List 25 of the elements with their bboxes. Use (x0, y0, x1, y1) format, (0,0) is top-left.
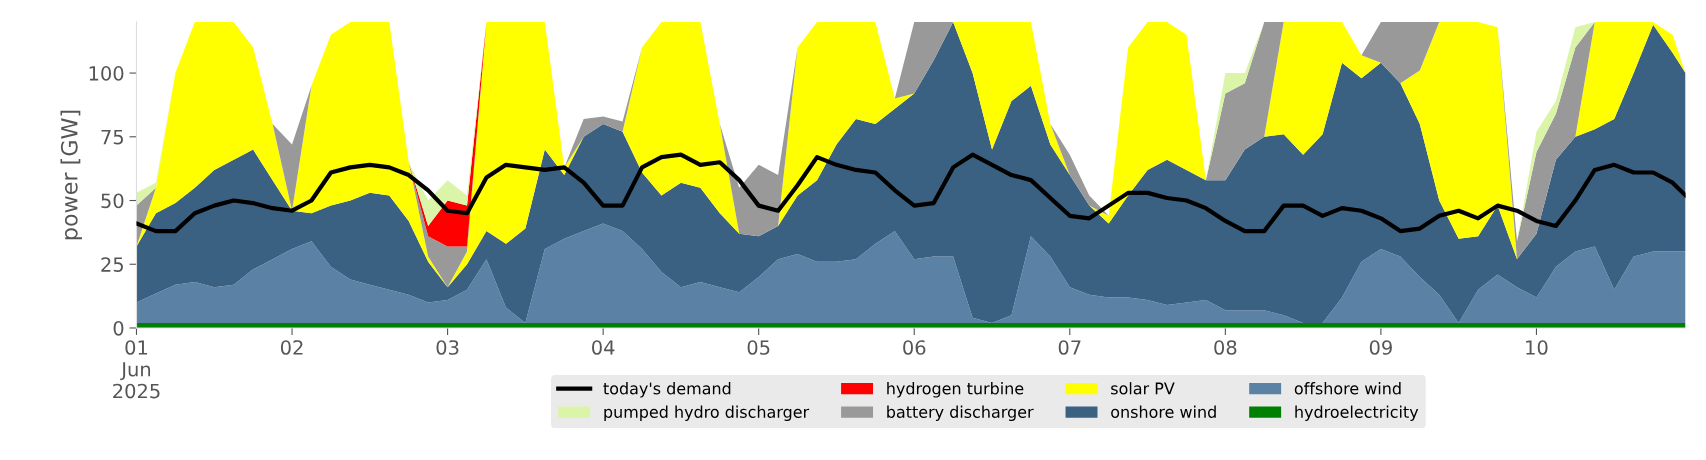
y-tick-label: 0 (113, 320, 124, 336)
legend-label: pumped hydro discharger (604, 405, 810, 422)
x-tick-label: 03 (436, 340, 459, 355)
x-tick-label: 07 (1058, 340, 1081, 355)
x-tick-label: 05 (747, 340, 770, 355)
legend-label: offshore wind (1294, 382, 1401, 395)
legend-label: solar PV (1111, 382, 1175, 395)
x-tick-label: 02 (280, 340, 303, 355)
legend-label: battery discharger (887, 405, 1034, 422)
line-series (136, 152, 1686, 234)
y-tick-label: 75 (101, 130, 123, 145)
y-axis-title: power [GW] (60, 110, 82, 240)
x-tick-label: 08 (1214, 340, 1237, 355)
x-tick-label: 04 (592, 340, 615, 355)
legend-label: onshore wind (1111, 405, 1216, 418)
y-tick-label: 50 (101, 193, 124, 209)
x-tick-label: 10 (1526, 340, 1548, 355)
y-tick-label: 25 (101, 257, 123, 272)
y-tick-label: 100 (89, 66, 124, 81)
x-tick-label: 01 Jun 2025 (113, 340, 160, 399)
legend-label: hydroelectricity (1295, 405, 1419, 422)
x-tick-label: 06 (903, 340, 926, 355)
legend-label: today's demand (603, 382, 731, 398)
x-tick-label: 09 (1369, 340, 1392, 355)
legend-label: hydrogen turbine (887, 382, 1024, 398)
